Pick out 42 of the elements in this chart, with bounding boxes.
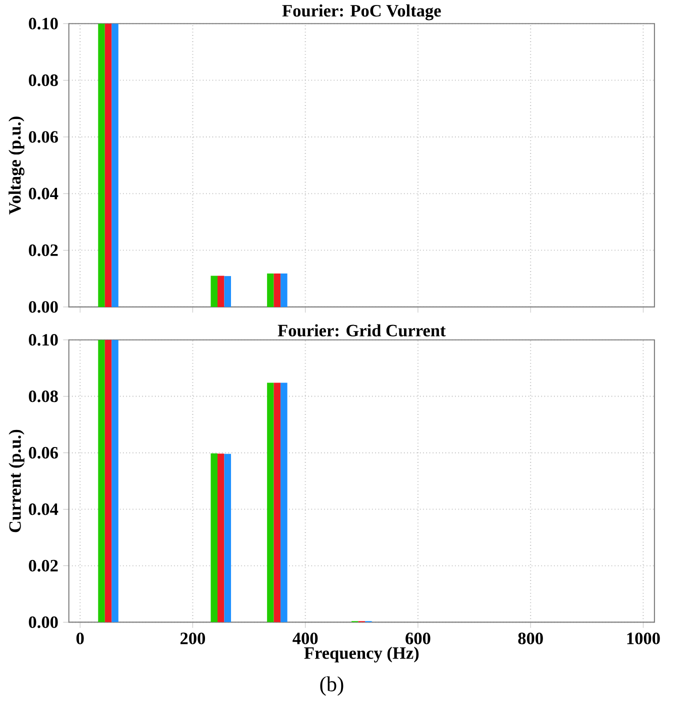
bar (210, 453, 218, 622)
y-tick-label: 0.10 (28, 18, 58, 30)
y-tick-label: 0.02 (28, 560, 58, 572)
bar (111, 340, 118, 622)
chart-title: Fourier: Grid Current (278, 324, 446, 337)
bar (104, 24, 112, 307)
bar (280, 274, 288, 307)
y-tick-label: 0.04 (28, 188, 58, 200)
chart-title: Fourier: PoC Voltage (282, 4, 441, 20)
x-tick-label: 200 (180, 632, 205, 644)
y-tick-label: 0.04 (28, 503, 58, 516)
bar (111, 24, 118, 307)
bar (274, 382, 280, 622)
x-tick-label: 600 (405, 632, 430, 644)
bar (104, 340, 112, 622)
bar (98, 340, 105, 622)
y-tick-label: 0.06 (28, 131, 58, 143)
x-axis-title: Frequency (Hz) (304, 646, 418, 662)
y-tick-label: 0.00 (28, 616, 58, 628)
y-tick-label: 0.02 (28, 244, 58, 256)
y-tick-label: 0.06 (28, 446, 58, 459)
bar (217, 276, 224, 307)
x-tick-label: 0 (76, 632, 84, 644)
bar (210, 276, 218, 307)
x-tick-label: 400 (292, 632, 318, 644)
bar (224, 276, 231, 307)
bar (280, 382, 288, 622)
bar (217, 454, 224, 622)
bar (98, 24, 105, 307)
bar (266, 382, 274, 622)
bar (274, 274, 280, 307)
y-axis-title: Voltage (p.u.) (8, 116, 24, 214)
bar (224, 454, 231, 622)
y-tick-label: 0.08 (28, 74, 58, 86)
y-tick-label: 0.10 (28, 334, 58, 346)
y-axis-title: Current (p.u.) (8, 430, 24, 532)
x-tick-label: 1000 (627, 632, 660, 644)
y-tick-label: 0.08 (28, 390, 58, 402)
x-tick-label: 800 (518, 632, 543, 644)
y-tick-label: 0.00 (28, 301, 58, 313)
text: (b) (320, 676, 344, 696)
bar (266, 274, 274, 307)
